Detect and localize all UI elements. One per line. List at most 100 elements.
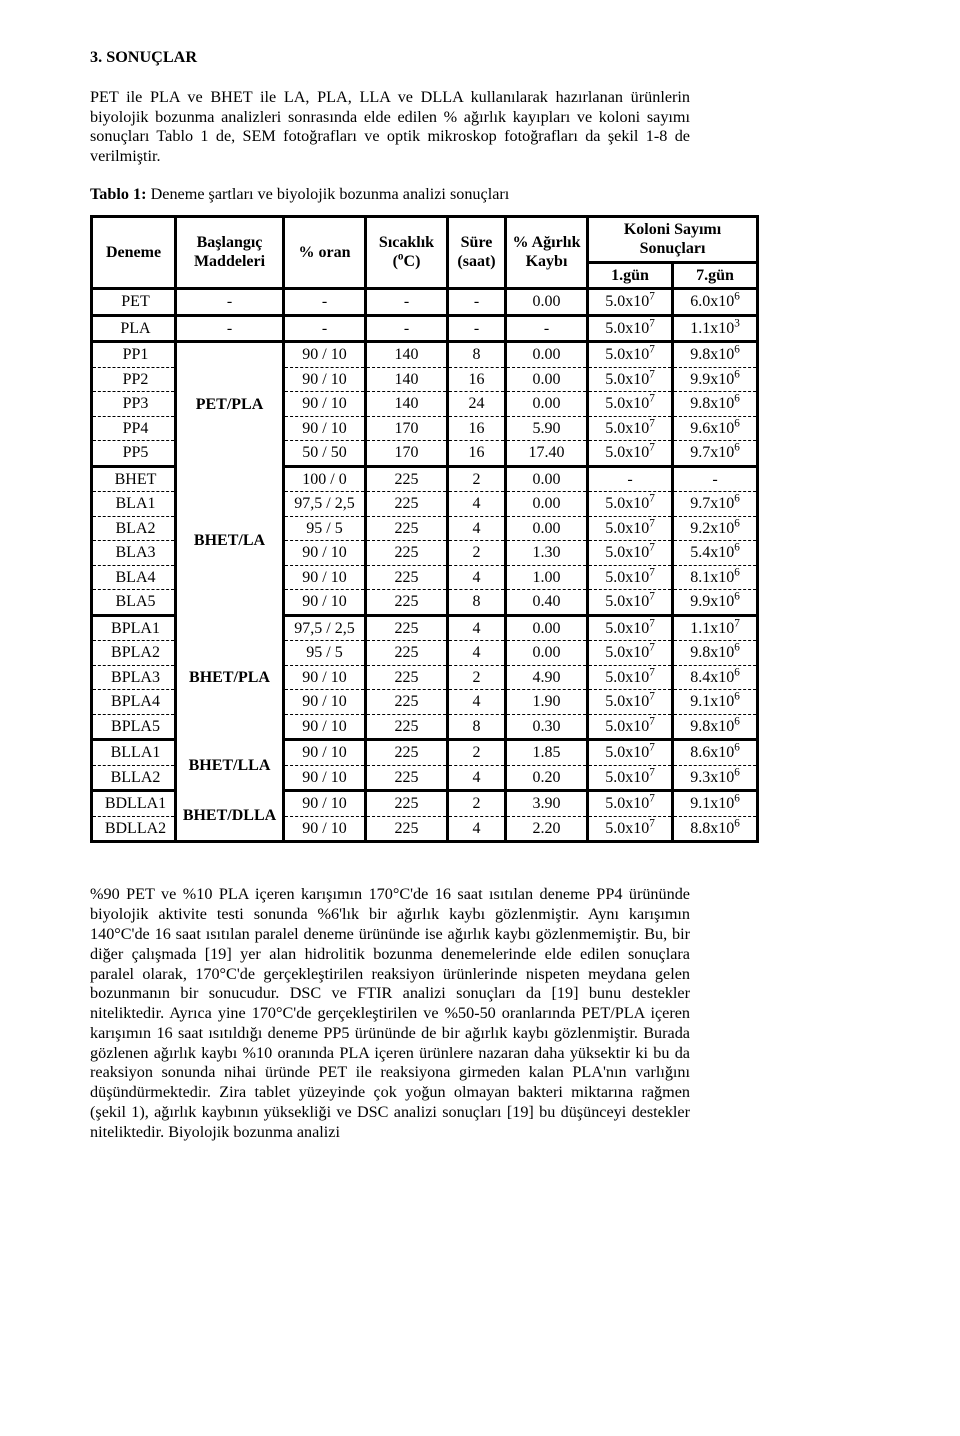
table-row: PP1PET/PLA90 / 1014080.005.0x1079.8x106 xyxy=(92,342,758,368)
cell-agirlik: 5.90 xyxy=(506,416,588,441)
cell-deneme: PP1 xyxy=(92,342,176,368)
cell-koloni2: - xyxy=(673,466,758,492)
cell-koloni2: 1.1x103 xyxy=(673,315,758,342)
cell-agirlik: 2.20 xyxy=(506,816,588,842)
cell-deneme: PET xyxy=(92,289,176,316)
cell-madde: BHET/PLA xyxy=(176,615,284,740)
cell-koloni1: 5.0x107 xyxy=(588,714,673,740)
cell-deneme: PLA xyxy=(92,315,176,342)
cell-agirlik: 0.00 xyxy=(506,367,588,392)
results-table: Deneme BaşlangıçMaddeleri % oran Sıcaklı… xyxy=(90,215,759,844)
cell-oran: 90 / 10 xyxy=(284,367,366,392)
cell-sicaklik: - xyxy=(366,289,448,316)
cell-agirlik: 0.00 xyxy=(506,466,588,492)
cell-oran: - xyxy=(284,315,366,342)
cell-deneme: BPLA5 xyxy=(92,714,176,740)
cell-deneme: BPLA4 xyxy=(92,690,176,715)
cell-sicaklik: 140 xyxy=(366,367,448,392)
cell-sicaklik: - xyxy=(366,315,448,342)
cell-deneme: BLA4 xyxy=(92,565,176,590)
cell-deneme: BLA1 xyxy=(92,492,176,517)
cell-koloni2: 9.8x106 xyxy=(673,392,758,417)
cell-oran: 90 / 10 xyxy=(284,816,366,842)
cell-koloni1: 5.0x107 xyxy=(588,541,673,566)
cell-koloni1: 5.0x107 xyxy=(588,641,673,666)
cell-sicaklik: 225 xyxy=(366,492,448,517)
cell-oran: 90 / 10 xyxy=(284,791,366,817)
cell-deneme: BLA3 xyxy=(92,541,176,566)
cell-sure: - xyxy=(448,315,506,342)
cell-madde: BHET/DLLA xyxy=(176,791,284,842)
cell-oran: 90 / 10 xyxy=(284,541,366,566)
cell-koloni2: 9.9x106 xyxy=(673,590,758,616)
cell-deneme: PP5 xyxy=(92,441,176,467)
table-caption-bold: Tablo 1: xyxy=(90,185,147,203)
cell-koloni1: 5.0x107 xyxy=(588,516,673,541)
cell-koloni1: 5.0x107 xyxy=(588,665,673,690)
cell-deneme: BLLA1 xyxy=(92,740,176,766)
cell-agirlik: 0.00 xyxy=(506,615,588,641)
cell-deneme: PP4 xyxy=(92,416,176,441)
cell-koloni1: 5.0x107 xyxy=(588,565,673,590)
cell-sicaklik: 225 xyxy=(366,690,448,715)
section-title: 3. SONUÇLAR xyxy=(90,48,690,68)
cell-koloni1: 5.0x107 xyxy=(588,740,673,766)
cell-deneme: BDLLA2 xyxy=(92,816,176,842)
cell-sure: 16 xyxy=(448,441,506,467)
cell-sure: 2 xyxy=(448,665,506,690)
th-baslangic: BaşlangıçMaddeleri xyxy=(176,216,284,289)
cell-oran: 97,5 / 2,5 xyxy=(284,492,366,517)
cell-koloni2: 9.3x106 xyxy=(673,765,758,791)
cell-koloni2: 9.8x106 xyxy=(673,714,758,740)
cell-oran: 90 / 10 xyxy=(284,392,366,417)
table-row: BPLA1BHET/PLA97,5 / 2,522540.005.0x1071.… xyxy=(92,615,758,641)
cell-koloni2: 9.8x106 xyxy=(673,641,758,666)
cell-koloni2: 9.9x106 xyxy=(673,367,758,392)
cell-koloni2: 5.4x106 xyxy=(673,541,758,566)
cell-sicaklik: 140 xyxy=(366,342,448,368)
cell-sure: - xyxy=(448,289,506,316)
cell-sure: 2 xyxy=(448,466,506,492)
cell-koloni1: 5.0x107 xyxy=(588,690,673,715)
cell-agirlik: 0.00 xyxy=(506,289,588,316)
cell-koloni2: 9.7x106 xyxy=(673,492,758,517)
cell-sure: 8 xyxy=(448,714,506,740)
table-row: PET----0.005.0x1076.0x106 xyxy=(92,289,758,316)
cell-oran: 97,5 / 2,5 xyxy=(284,615,366,641)
table-body: PET----0.005.0x1076.0x106PLA-----5.0x107… xyxy=(92,289,758,842)
cell-koloni1: 5.0x107 xyxy=(588,791,673,817)
cell-koloni2: 8.1x106 xyxy=(673,565,758,590)
cell-deneme: BPLA3 xyxy=(92,665,176,690)
cell-oran: 95 / 5 xyxy=(284,641,366,666)
cell-oran: - xyxy=(284,289,366,316)
cell-agirlik: 0.00 xyxy=(506,342,588,368)
th-gun7: 7.gün xyxy=(673,262,758,289)
cell-koloni2: 9.6x106 xyxy=(673,416,758,441)
cell-sure: 4 xyxy=(448,641,506,666)
cell-oran: 95 / 5 xyxy=(284,516,366,541)
cell-sicaklik: 225 xyxy=(366,740,448,766)
table-row: BLLA1BHET/LLA90 / 1022521.855.0x1078.6x1… xyxy=(92,740,758,766)
cell-sicaklik: 170 xyxy=(366,441,448,467)
cell-oran: 90 / 10 xyxy=(284,342,366,368)
cell-oran: 50 / 50 xyxy=(284,441,366,467)
cell-oran: 90 / 10 xyxy=(284,740,366,766)
cell-deneme: BPLA2 xyxy=(92,641,176,666)
cell-koloni2: 8.4x106 xyxy=(673,665,758,690)
cell-oran: 90 / 10 xyxy=(284,590,366,616)
cell-sicaklik: 225 xyxy=(366,516,448,541)
cell-koloni1: 5.0x107 xyxy=(588,765,673,791)
cell-agirlik: 17.40 xyxy=(506,441,588,467)
cell-koloni2: 9.2x106 xyxy=(673,516,758,541)
cell-koloni2: 8.6x106 xyxy=(673,740,758,766)
th-oran: % oran xyxy=(284,216,366,289)
intro-paragraph: PET ile PLA ve BHET ile LA, PLA, LLA ve … xyxy=(90,88,690,167)
table-row: BHETBHET/LA100 / 022520.00-- xyxy=(92,466,758,492)
cell-sicaklik: 225 xyxy=(366,466,448,492)
cell-deneme: PP3 xyxy=(92,392,176,417)
cell-agirlik: 0.00 xyxy=(506,492,588,517)
cell-deneme: PP2 xyxy=(92,367,176,392)
cell-agirlik: 1.90 xyxy=(506,690,588,715)
th-gun1: 1.gün xyxy=(588,262,673,289)
cell-sure: 2 xyxy=(448,541,506,566)
